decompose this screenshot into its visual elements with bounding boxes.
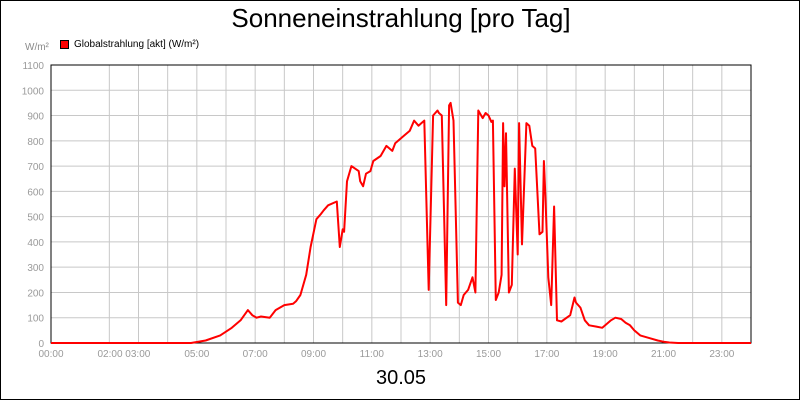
y-tick-label: 0	[38, 339, 44, 350]
y-tick-label: 800	[27, 137, 44, 148]
y-tick-label: 900	[27, 112, 44, 123]
x-tick-label: 19:00	[593, 349, 618, 360]
y-tick-label: 500	[27, 213, 44, 224]
chart-title: Sonneneinstrahlung [pro Tag]	[231, 3, 571, 33]
y-tick-label: 100	[27, 314, 44, 325]
y-tick-label: 400	[27, 238, 44, 249]
y-tick-label: 300	[27, 263, 44, 274]
x-tick-label: 00:00	[38, 349, 63, 360]
legend: Globalstrahlung [akt] (W/m²)	[60, 39, 199, 50]
x-axis-date-label: 30.05	[375, 367, 427, 389]
series-line-0	[51, 101, 751, 344]
x-tick-label: 23:00	[709, 349, 734, 360]
x-tick-label: 07:00	[243, 349, 268, 360]
x-tick-label: 15:00	[476, 349, 501, 360]
x-tick-label: 17:00	[534, 349, 559, 360]
plot-border	[50, 64, 752, 344]
y-tick-label: 1000	[22, 86, 45, 97]
y-axis-unit-label: W/m²	[25, 42, 49, 53]
x-tick-label: 05:00	[184, 349, 209, 360]
y-tick-label: 200	[27, 288, 44, 299]
y-tick-label: 1100	[22, 61, 44, 72]
x-tick-label: 21:00	[651, 349, 676, 360]
legend-swatch	[60, 40, 69, 49]
y-tick-label: 600	[27, 187, 44, 198]
x-tick-label: 11:00	[360, 349, 385, 360]
legend-label: Globalstrahlung [akt] (W/m²)	[74, 39, 200, 50]
y-tick-label: 700	[27, 162, 44, 173]
x-tick-label: 13:00	[418, 349, 443, 360]
x-tick-label: 09:00	[301, 349, 326, 360]
x-tick-label: 02:00 03:00	[98, 349, 151, 360]
